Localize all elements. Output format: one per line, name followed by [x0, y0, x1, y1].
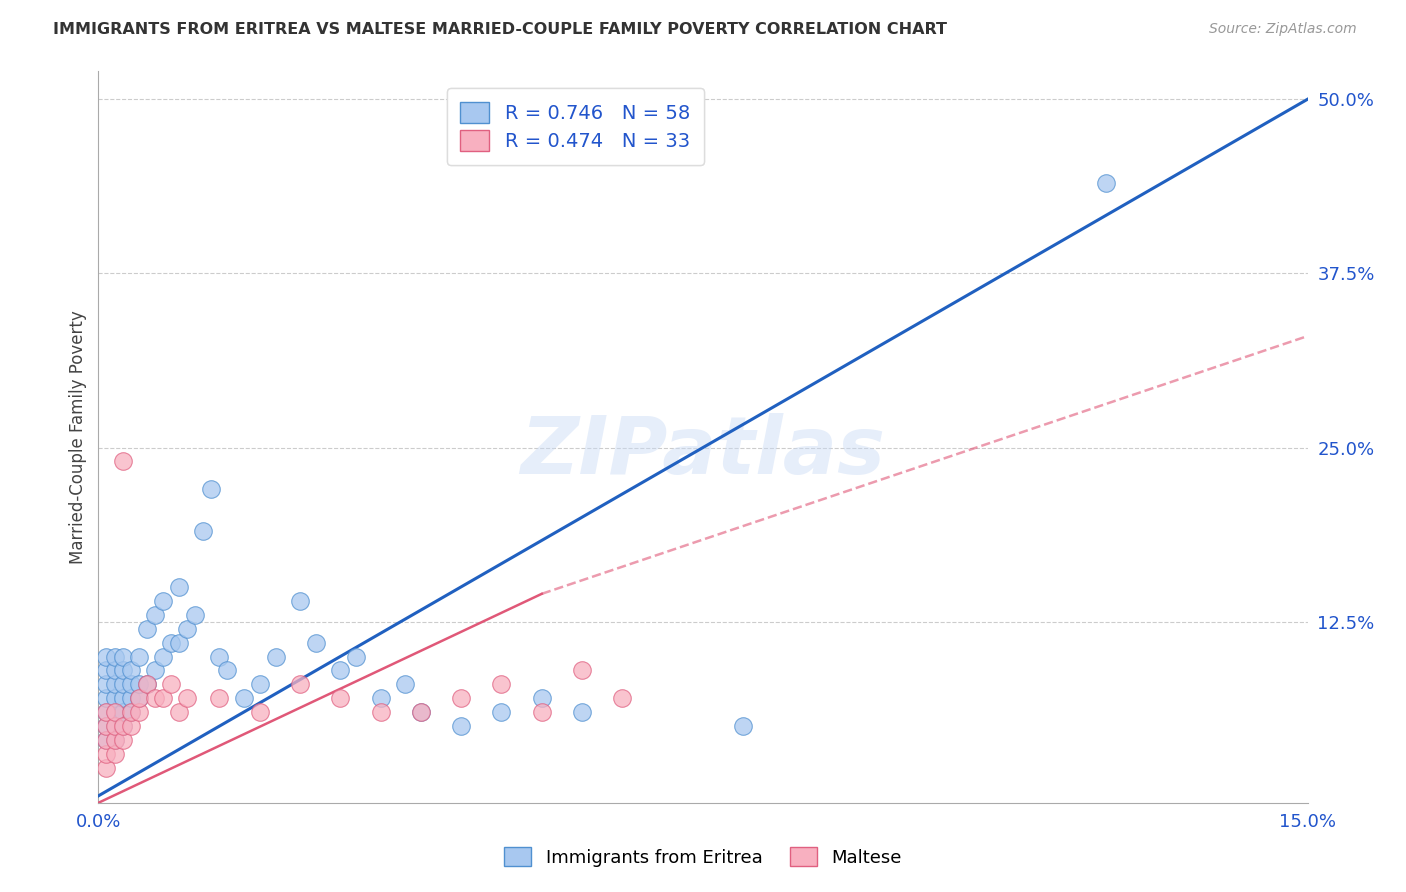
Point	[160, 677, 183, 691]
Point	[111, 691, 134, 706]
Point	[120, 705, 142, 719]
Point	[120, 664, 142, 678]
Point	[103, 677, 125, 691]
Point	[128, 649, 150, 664]
Point	[329, 691, 352, 706]
Point	[491, 677, 513, 691]
Point	[111, 719, 134, 733]
Point	[193, 524, 215, 538]
Point	[249, 705, 271, 719]
Point	[111, 733, 134, 747]
Point	[409, 705, 432, 719]
Point	[329, 664, 352, 678]
Point	[208, 649, 231, 664]
Legend: R = 0.746   N = 58, R = 0.474   N = 33: R = 0.746 N = 58, R = 0.474 N = 33	[447, 88, 704, 165]
Point	[103, 747, 125, 761]
Point	[103, 719, 125, 733]
Point	[96, 649, 118, 664]
Point	[288, 594, 311, 608]
Point	[128, 691, 150, 706]
Point	[111, 705, 134, 719]
Point	[96, 691, 118, 706]
Point	[111, 719, 134, 733]
Y-axis label: Married-Couple Family Poverty: Married-Couple Family Poverty	[69, 310, 87, 564]
Point	[143, 664, 166, 678]
Point	[96, 747, 118, 761]
Point	[96, 761, 118, 775]
Point	[103, 705, 125, 719]
Point	[96, 733, 118, 747]
Point	[103, 705, 125, 719]
Point	[160, 635, 183, 649]
Point	[344, 649, 367, 664]
Point	[103, 733, 125, 747]
Point	[128, 705, 150, 719]
Point	[103, 719, 125, 733]
Point	[167, 705, 190, 719]
Text: ZIPatlas: ZIPatlas	[520, 413, 886, 491]
Text: Source: ZipAtlas.com: Source: ZipAtlas.com	[1209, 22, 1357, 37]
Point	[120, 691, 142, 706]
Point	[103, 664, 125, 678]
Point	[167, 580, 190, 594]
Point	[96, 677, 118, 691]
Point	[176, 622, 198, 636]
Legend: Immigrants from Eritrea, Maltese: Immigrants from Eritrea, Maltese	[495, 838, 911, 876]
Point	[232, 691, 254, 706]
Point	[733, 719, 755, 733]
Text: IMMIGRANTS FROM ERITREA VS MALTESE MARRIED-COUPLE FAMILY POVERTY CORRELATION CHA: IMMIGRANTS FROM ERITREA VS MALTESE MARRI…	[53, 22, 948, 37]
Point	[264, 649, 287, 664]
Point	[450, 719, 472, 733]
Point	[120, 719, 142, 733]
Point	[530, 691, 553, 706]
Point	[305, 635, 328, 649]
Point	[612, 691, 634, 706]
Point	[143, 607, 166, 622]
Point	[152, 594, 174, 608]
Point	[394, 677, 416, 691]
Point	[200, 483, 222, 497]
Point	[103, 733, 125, 747]
Point	[249, 677, 271, 691]
Point	[167, 635, 190, 649]
Point	[135, 677, 157, 691]
Point	[491, 705, 513, 719]
Point	[111, 454, 134, 468]
Point	[96, 733, 118, 747]
Point	[409, 705, 432, 719]
Point	[96, 719, 118, 733]
Point	[530, 705, 553, 719]
Point	[208, 691, 231, 706]
Point	[120, 677, 142, 691]
Point	[450, 691, 472, 706]
Point	[143, 691, 166, 706]
Point	[103, 649, 125, 664]
Point	[111, 649, 134, 664]
Point	[152, 649, 174, 664]
Point	[120, 705, 142, 719]
Point	[128, 691, 150, 706]
Point	[571, 705, 593, 719]
Point	[96, 719, 118, 733]
Point	[96, 705, 118, 719]
Point	[103, 691, 125, 706]
Point	[152, 691, 174, 706]
Point	[96, 705, 118, 719]
Point	[370, 705, 392, 719]
Point	[111, 664, 134, 678]
Point	[288, 677, 311, 691]
Point	[217, 664, 239, 678]
Point	[176, 691, 198, 706]
Point	[111, 677, 134, 691]
Point	[571, 664, 593, 678]
Point	[1095, 176, 1118, 190]
Point	[135, 622, 157, 636]
Point	[184, 607, 207, 622]
Point	[96, 664, 118, 678]
Point	[370, 691, 392, 706]
Point	[128, 677, 150, 691]
Point	[135, 677, 157, 691]
